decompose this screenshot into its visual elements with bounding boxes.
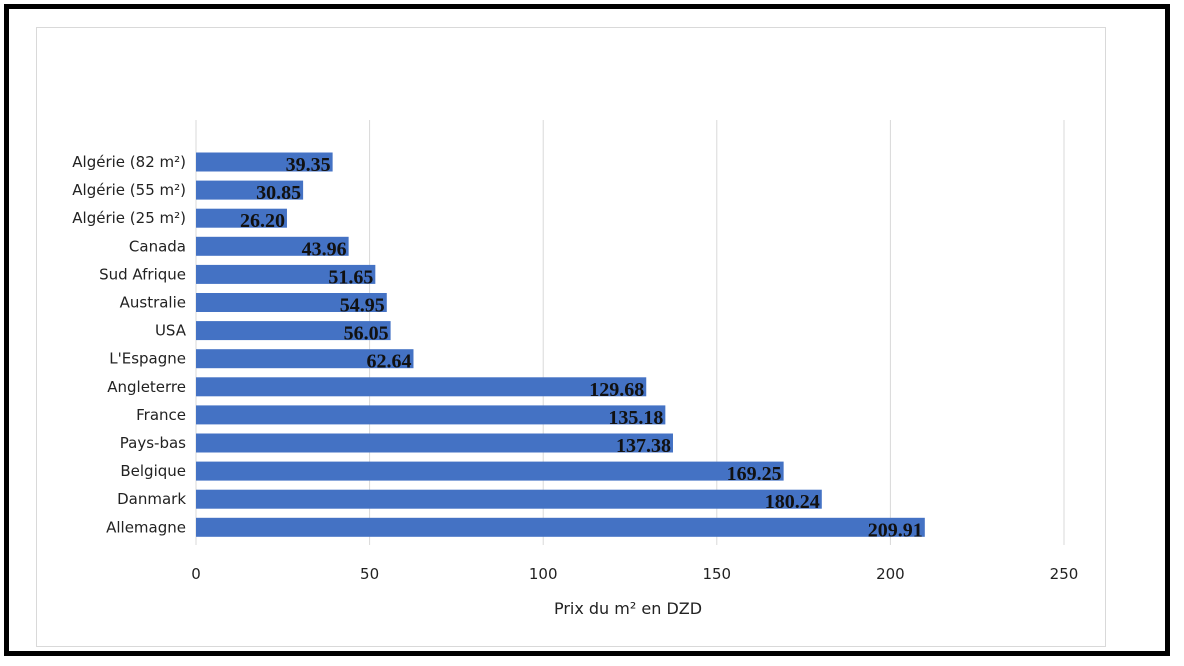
category-label: France [136,406,186,424]
data-label: 54.95 [340,295,385,317]
data-label: 56.05 [344,323,389,345]
data-label: 30.85 [256,182,301,204]
bar [196,152,333,172]
data-label: 62.64 [366,351,411,373]
data-label: 39.35 [286,154,331,176]
data-label: 26.20 [240,210,285,232]
data-label: 180.24 [765,491,820,513]
bar [196,264,376,284]
bar [196,489,822,509]
x-axis-title: Prix du m² en DZD [554,599,702,618]
x-tick-label: 200 [876,565,905,583]
category-label: L'Espagne [109,350,186,368]
category-label: Belgique [120,462,186,480]
data-label: 209.91 [868,519,923,541]
data-label: 129.68 [589,379,644,401]
bar [196,349,414,369]
bar [196,405,666,425]
data-label: 43.96 [302,238,347,260]
x-tick-label: 250 [1050,565,1079,583]
category-labels: Algérie (82 m²) Algérie (55 m²) Algérie (2… [72,153,186,536]
category-label: Algérie (55 m²) [72,181,186,199]
x-tick-label: 50 [360,565,379,583]
category-label: Algérie (25 m²) [72,209,186,227]
bar [196,461,784,481]
data-label: 51.65 [328,266,373,288]
bar [196,180,304,200]
bar [196,321,391,341]
x-tick-label: 150 [702,565,731,583]
bars [196,152,925,537]
x-tick-label: 100 [529,565,558,583]
bar [196,377,647,397]
x-tick-labels: 0 50 100 150 200 250 [191,565,1078,583]
bar [196,293,387,312]
category-label: Australie [120,294,186,312]
data-labels: 39.35 30.85 26.20 43.96 51.65 54.95 56.05 62.64… [240,154,923,541]
category-label: Danmark [117,490,186,508]
bar [196,517,925,537]
bar [196,236,349,256]
bar [196,433,673,453]
category-label: Allemagne [106,518,186,536]
category-label: Pays-bas [120,434,186,452]
category-label: USA [155,322,187,340]
x-tick-label: 0 [191,565,201,583]
bar [196,208,287,228]
category-label: Sud Afrique [99,265,186,283]
category-label: Canada [129,237,186,255]
data-label: 169.25 [727,463,782,485]
category-label: Algérie (82 m²) [72,153,186,171]
category-label: Angleterre [107,378,186,396]
data-label: 137.38 [616,435,671,457]
data-label: 135.18 [608,407,663,429]
